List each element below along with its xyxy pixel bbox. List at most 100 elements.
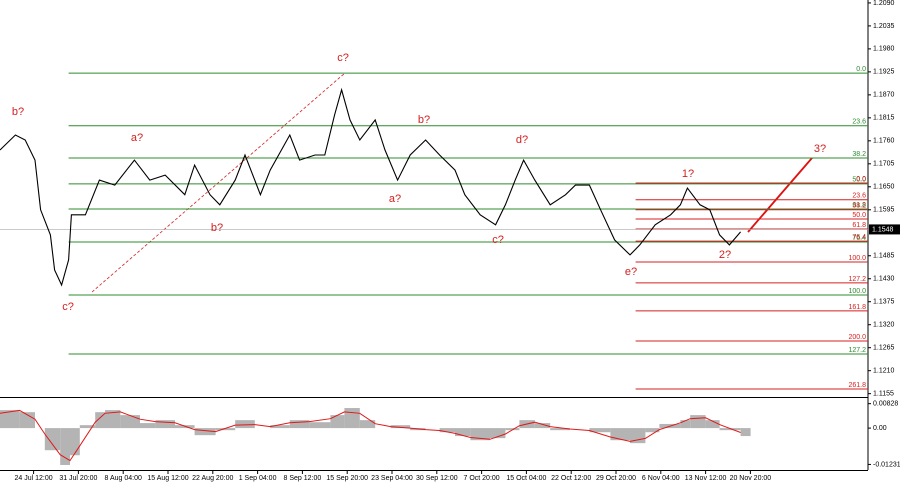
x-tick-label: 6 Nov 04:00 (642, 475, 680, 482)
fib-label: 50.0 (852, 177, 866, 184)
histogram-bar (645, 428, 660, 433)
y-tick-label: 1.1980 (873, 46, 895, 53)
histogram-bar (95, 412, 105, 429)
y-tick-label: -0.01231 (873, 461, 900, 468)
y-tick-label: 1.1870 (873, 92, 895, 99)
histogram-bar (330, 415, 345, 429)
y-tick-label: 1.1155 (873, 391, 894, 398)
histogram-bar (44, 428, 61, 451)
wave-label: b? (418, 114, 430, 126)
y-tick-label: 1.1595 (873, 207, 895, 214)
histogram-bar (105, 410, 121, 429)
histogram-bar (0, 410, 20, 429)
y-tick-label: 1.1265 (873, 345, 895, 352)
fib-label: 76.4 (852, 235, 866, 242)
wave-label: 3? (814, 143, 826, 155)
histogram-bar (120, 415, 140, 429)
wave-label: a? (131, 132, 143, 144)
fib-label: 100.0 (848, 288, 866, 295)
histogram-bar (344, 408, 360, 429)
fib-label: 127.2 (848, 347, 866, 354)
histogram-bar (60, 428, 70, 465)
fib-label: 23.6 (852, 119, 866, 126)
x-tick-label: 8 Aug 04:00 (105, 475, 142, 482)
histogram-bar (505, 428, 520, 431)
histogram-bar (680, 420, 691, 429)
fib-label: 50.0 (852, 212, 866, 219)
fib-label: 76.4 (852, 234, 866, 241)
y-tick-label: 1.1650 (873, 184, 895, 191)
x-tick-label: 24 Jul 12:00 (15, 475, 53, 482)
histogram-bar (215, 428, 236, 431)
histogram-bar (550, 428, 570, 431)
histogram-bar (690, 415, 706, 429)
x-tick-label: 29 Oct 20:00 (596, 475, 636, 482)
fib-label: 61.8 (852, 202, 866, 209)
x-tick-label: 23 Sep 04:00 (371, 475, 413, 482)
histogram-bar (19, 412, 35, 429)
fib-label: 261.8 (848, 382, 866, 389)
y-tick-label: 1.1925 (873, 69, 895, 76)
price-line (0, 87, 742, 287)
histogram-bar (70, 428, 80, 456)
fib-label: 38.2 (852, 151, 866, 158)
y-tick-label: 0.00 (873, 425, 887, 432)
wave-label: c? (492, 234, 504, 246)
histogram-bar (490, 428, 506, 439)
y-tick-label: 1.2090 (873, 0, 895, 7)
wave-label: 2? (719, 249, 731, 261)
histogram-bar (140, 423, 156, 429)
x-tick-label: 15 Oct 04:00 (506, 475, 546, 482)
y-tick-label: 1.1320 (873, 322, 895, 329)
histogram-bar (740, 428, 751, 437)
x-tick-label: 8 Sep 12:00 (284, 475, 322, 482)
y-tick-label: 1.2035 (873, 23, 895, 30)
forecast-arrow (747, 157, 813, 233)
wave-label: c? (62, 301, 74, 313)
y-tick-label: 0.00828 (873, 401, 898, 408)
y-tick-label: 1.1760 (873, 138, 895, 145)
y-tick-label: 1.1430 (873, 276, 895, 283)
histogram-bar (589, 428, 611, 433)
wave-label: 1? (682, 168, 694, 180)
fib-label: 127.2 (848, 276, 866, 283)
fib-label: 161.8 (848, 304, 866, 311)
histogram-bar (534, 423, 551, 429)
last-price-label: 1.1548 (872, 226, 894, 233)
histogram-bar (309, 422, 331, 429)
histogram-bar (235, 420, 255, 429)
x-tick-label: 7 Oct 20:00 (463, 475, 499, 482)
histogram-bar (194, 428, 216, 436)
histogram-bar (610, 428, 630, 441)
histogram-bar (270, 425, 290, 429)
y-tick-label: 1.1375 (873, 299, 895, 306)
x-tick-label: 22 Aug 20:00 (192, 475, 233, 482)
y-tick-label: 1.1705 (873, 161, 895, 168)
x-tick-label: 1 Sep 04:00 (239, 475, 277, 482)
histogram-bar (359, 420, 376, 429)
x-tick-label: 15 Aug 12:00 (147, 475, 188, 482)
fib-label: 100.0 (848, 255, 866, 262)
x-tick-label: 22 Oct 12:00 (551, 475, 591, 482)
wave-label: d? (516, 134, 528, 146)
x-tick-label: 31 Jul 20:00 (59, 475, 97, 482)
y-tick-label: 1.1815 (873, 115, 895, 122)
histogram-bar (719, 428, 741, 431)
x-tick-label: 30 Sep 12:00 (416, 475, 458, 482)
y-tick-label: 1.1210 (873, 368, 895, 375)
histogram-bar (470, 428, 490, 441)
x-tick-label: 13 Nov 12:00 (685, 475, 727, 482)
fib-label: 38.2 (852, 203, 866, 210)
histogram-bar (155, 420, 175, 429)
histogram-bar (705, 420, 720, 429)
histogram-bar (289, 420, 310, 429)
wave-label: e? (625, 266, 637, 278)
fib-label: 0.0 (856, 66, 866, 73)
x-tick-label: 20 Nov 20:00 (730, 475, 772, 482)
fib-label: 0.0 (856, 176, 866, 183)
fib-label: 200.0 (848, 334, 866, 341)
histogram-bar (79, 425, 96, 429)
y-tick-label: 1.1485 (873, 253, 895, 260)
